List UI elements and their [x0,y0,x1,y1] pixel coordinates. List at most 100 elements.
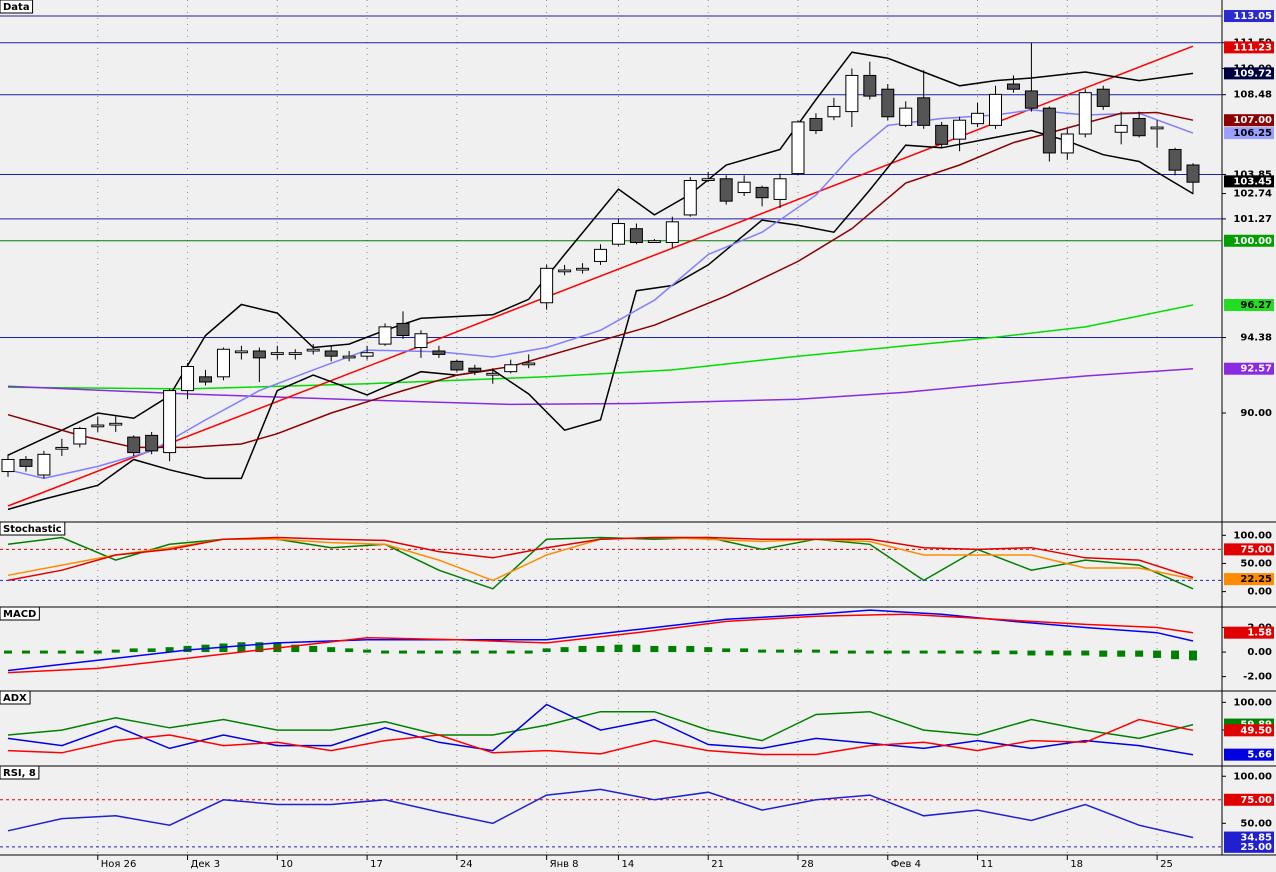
candle-body [809,117,823,132]
histogram-bar [1135,650,1144,657]
x-tick-label: 14 [621,859,634,870]
candle-body [504,364,518,373]
histogram-bar [147,648,156,653]
y-tick-label: 0.00 [1247,647,1272,658]
histogram-bar [650,645,659,653]
price-tag [1224,67,1274,80]
price-tag-label: 100.00 [1233,236,1272,247]
price-tag-label: 49.50 [1240,725,1272,736]
candle-body [540,267,554,304]
histogram-bar [345,648,354,653]
candle-body [791,121,805,175]
histogram-bar [1099,650,1108,657]
histogram-bar [560,647,569,653]
histogram-bar [488,650,497,654]
price-tag [1224,127,1274,140]
panel-title: Stochastic [3,524,62,535]
histogram-bar [506,650,515,654]
candle-body [109,422,123,426]
x-tick-label: Дек 3 [191,859,221,870]
histogram-bar [1153,650,1162,658]
panel [0,15,1222,511]
candle-body [450,360,464,371]
histogram-bar [829,650,838,654]
candle-body [1114,124,1128,133]
y-tick-label: 100.00 [1233,530,1272,541]
histogram-bar [452,650,461,654]
candle-body [181,365,195,392]
y-tick-label: 50.00 [1240,558,1272,569]
candle-body [1,458,15,473]
x-tick-label: 10 [280,859,293,870]
panel [7,703,1194,756]
price-tag-label: 96.27 [1240,300,1272,311]
line-series [7,111,1194,449]
histogram-bar [919,650,928,654]
price-tag-label: 1.58 [1247,628,1272,639]
histogram-bar [21,650,30,654]
candle-body [971,112,985,125]
x-tick-label: Янв 8 [550,859,579,870]
panel-title: MACD [3,609,36,620]
candle-body [917,97,931,126]
candle-body [288,352,302,355]
candle-body [486,372,500,376]
line-series [7,788,1194,839]
line-series [7,613,1194,674]
panel [4,609,1197,674]
price-tag [1224,724,1274,737]
panel-title-box [0,765,40,780]
line-series [7,367,1194,406]
histogram-bar [255,642,264,653]
price-tag-label: 111.23 [1233,42,1272,53]
candle-body [773,178,787,200]
line-series [7,536,1194,582]
histogram-bar [434,650,443,654]
histogram-bar [632,644,641,653]
y-tick-label: 108.48 [1233,90,1272,101]
candle-body [19,458,33,467]
candle-body [611,223,625,245]
histogram-bar [776,649,785,653]
y-tick-label: 103.85 [1233,169,1272,180]
x-tick-label: 17 [370,859,383,870]
candle-body [73,427,87,445]
candle-body [1150,126,1164,130]
histogram-bar [937,650,946,654]
price-tag-label: 92.57 [1240,364,1272,375]
candle-body [522,362,536,366]
histogram-bar [811,649,820,653]
price-tag [1224,573,1274,586]
candle-body [1186,164,1200,183]
histogram-bar [4,650,12,654]
histogram-bar [1171,650,1180,660]
candle-body [432,350,446,355]
x-tick-label: Фев 4 [891,859,921,870]
histogram-bar [794,649,802,653]
candle-body [1096,88,1110,107]
line-series [7,703,1194,756]
candle-body [468,367,482,373]
histogram-bar [740,648,749,653]
candle-body [37,453,51,476]
price-tag [1224,10,1274,23]
candle-body [145,434,159,452]
histogram-bar [183,645,192,653]
candle-body [683,179,697,216]
price-tag [1224,114,1274,127]
histogram-bar [273,642,282,653]
candle-body [1042,107,1056,154]
panel-title-box [0,0,34,14]
histogram-bar [704,647,713,653]
line-series [7,536,1194,590]
histogram-bar [973,650,982,654]
y-tick-label: 100.00 [1233,771,1272,782]
candle-body [234,350,248,354]
price-tag [1224,793,1274,806]
candle-body [342,355,356,359]
candle-body [199,376,212,383]
price-tag [1224,543,1274,556]
histogram-bar [93,650,102,654]
